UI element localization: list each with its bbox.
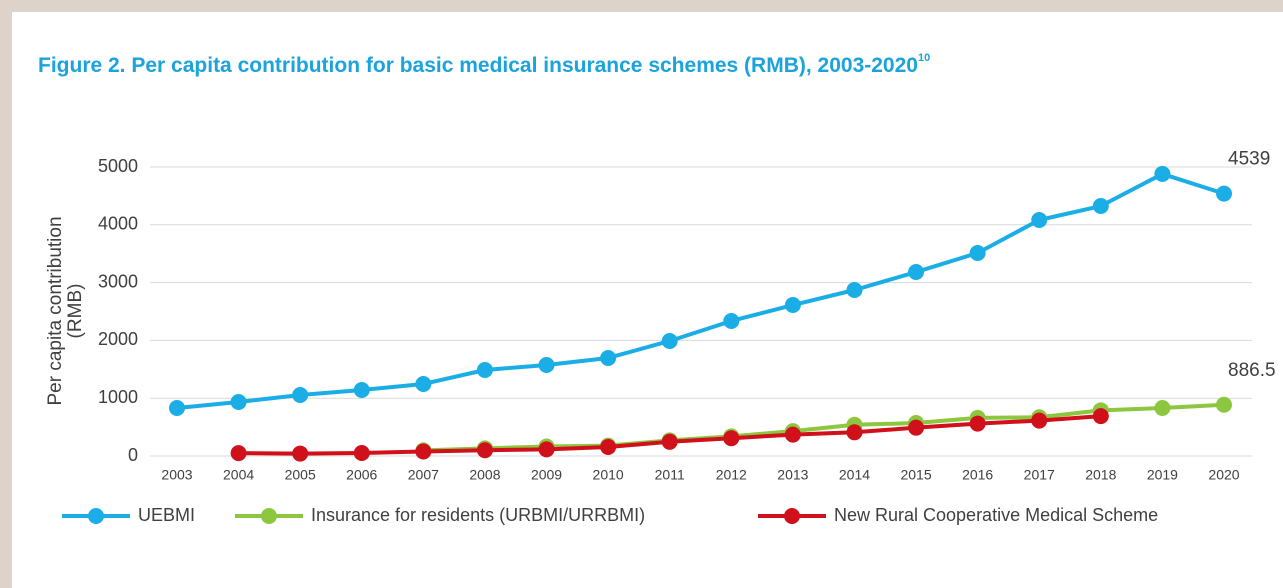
- x-tick-label: 2019: [1147, 467, 1178, 483]
- series-marker: [415, 375, 432, 392]
- legend-label: UEBMI: [138, 505, 195, 525]
- y-axis-label-line: Per capita contribution: [45, 216, 66, 405]
- series-marker: [538, 441, 555, 458]
- series-marker: [1031, 212, 1048, 229]
- x-tick-label: 2015: [900, 467, 931, 483]
- series-marker: [600, 349, 617, 366]
- x-tick-label: 2008: [469, 467, 500, 483]
- series-marker: [846, 281, 863, 298]
- series-marker: [723, 430, 740, 447]
- series-marker: [1154, 165, 1171, 182]
- x-tick-label: 2016: [962, 467, 993, 483]
- series-marker: [784, 426, 801, 443]
- series-marker: [230, 394, 247, 411]
- x-tick-label: 2017: [1024, 467, 1055, 483]
- y-tick-label: 5000: [98, 156, 138, 176]
- y-axis-label: Per capita contribution(RMB): [45, 216, 86, 405]
- x-tick-label: 2010: [593, 467, 624, 483]
- series-marker: [661, 433, 678, 450]
- series-marker: [1154, 400, 1171, 417]
- series-marker: [1092, 198, 1109, 215]
- series-marker: [353, 444, 370, 461]
- series-marker: [723, 312, 740, 329]
- title-text: Figure 2. Per capita contribution for ba…: [38, 54, 918, 77]
- x-tick-label: 2014: [839, 467, 870, 483]
- y-axis-label-line: (RMB): [65, 284, 86, 339]
- series-marker: [908, 264, 925, 281]
- x-tick-label: 2011: [655, 467, 685, 483]
- series-marker: [538, 357, 555, 374]
- panel: [12, 12, 1283, 588]
- x-tick-label: 2004: [223, 467, 254, 483]
- y-tick-label: 4000: [98, 214, 138, 234]
- legend-marker: [88, 508, 104, 524]
- series-marker: [969, 415, 986, 432]
- series-marker: [1216, 185, 1232, 202]
- series-line: [176, 171, 1225, 411]
- y-tick-label: 3000: [98, 271, 138, 291]
- series-marker: [1031, 412, 1048, 429]
- x-tick-label: 2020: [1208, 467, 1239, 483]
- x-tick-label: 2005: [285, 467, 316, 483]
- value-label: 4539: [1228, 149, 1270, 170]
- series-marker: [846, 424, 863, 441]
- series-marker: [1092, 408, 1109, 425]
- value-label: 886.5: [1228, 360, 1276, 381]
- series-marker: [476, 442, 493, 459]
- x-tick-label: 2006: [346, 467, 377, 483]
- x-tick-label: 2003: [161, 467, 192, 483]
- y-tick-label: 0: [128, 445, 138, 465]
- series-marker: [661, 332, 678, 349]
- legend-marker: [784, 508, 800, 524]
- x-tick-label: 2009: [531, 467, 562, 483]
- series-marker: [415, 443, 432, 460]
- y-tick-label: 1000: [98, 387, 138, 407]
- series-marker: [784, 297, 801, 314]
- series-marker: [600, 438, 617, 455]
- chart-title: Figure 2. Per capita contribution for ba…: [38, 52, 930, 77]
- series-marker: [353, 381, 370, 398]
- x-tick-label: 2018: [1085, 467, 1116, 483]
- series-marker: [476, 361, 493, 378]
- legend-label: Insurance for residents (URBMI/URRBMI): [311, 505, 645, 525]
- series-marker: [1216, 396, 1232, 413]
- series-marker: [292, 387, 309, 404]
- y-tick-label: 2000: [98, 329, 138, 349]
- series-marker: [230, 445, 247, 462]
- series-marker: [908, 419, 925, 436]
- x-tick-label: 2013: [777, 467, 808, 483]
- series-marker: [169, 400, 185, 417]
- series-line: [423, 402, 1225, 453]
- series-marker: [292, 445, 309, 462]
- series-marker: [969, 245, 986, 262]
- x-tick-label: 2012: [716, 467, 747, 483]
- legend-marker: [261, 508, 277, 524]
- legend-label: New Rural Cooperative Medical Scheme: [834, 505, 1158, 525]
- title-note: 10: [918, 52, 930, 64]
- x-tick-label: 2007: [408, 467, 439, 483]
